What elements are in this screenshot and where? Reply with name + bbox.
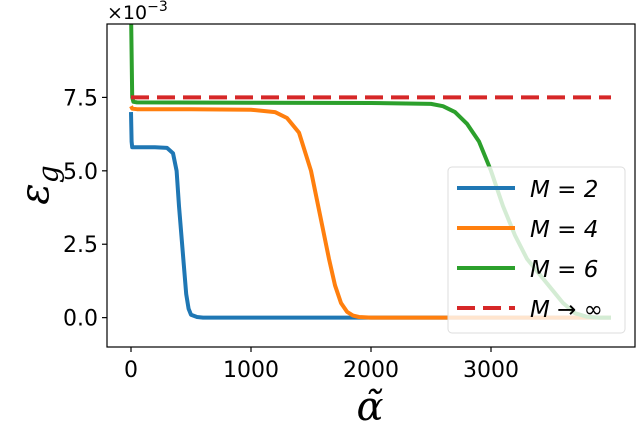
legend-label-1: M = 2 [530, 177, 598, 203]
legend-label-3: M = 6 [530, 257, 598, 283]
y-tick-label: 5.0 [63, 160, 98, 185]
x-tick-label: 2000 [343, 358, 399, 383]
x-tick-label: 1000 [223, 358, 279, 383]
legend-box [447, 166, 626, 334]
plot-lines [129, 24, 611, 320]
ticks: 0 1000 2000 3000 0.0 2.5 5.0 7.5 [63, 86, 519, 383]
series-line-1 [129, 112, 611, 320]
series-line-2 [129, 105, 611, 320]
legend: M = 2 M = 4 M = 6 M → ∞ [447, 166, 626, 334]
y-tick-label: 7.5 [63, 86, 98, 111]
legend-label-4: M → ∞ [530, 297, 603, 323]
y-tick-label: 0.0 [63, 307, 98, 332]
y-axis-label: εg [12, 165, 65, 204]
x-tick-label: 0 [124, 358, 138, 383]
legend-label-2: M = 4 [530, 217, 598, 243]
x-axis-label: α̃ [356, 384, 383, 430]
y-offset-text: ×10−3 [107, 0, 168, 24]
y-tick-label: 2.5 [63, 233, 98, 258]
x-tick-label: 3000 [463, 358, 519, 383]
